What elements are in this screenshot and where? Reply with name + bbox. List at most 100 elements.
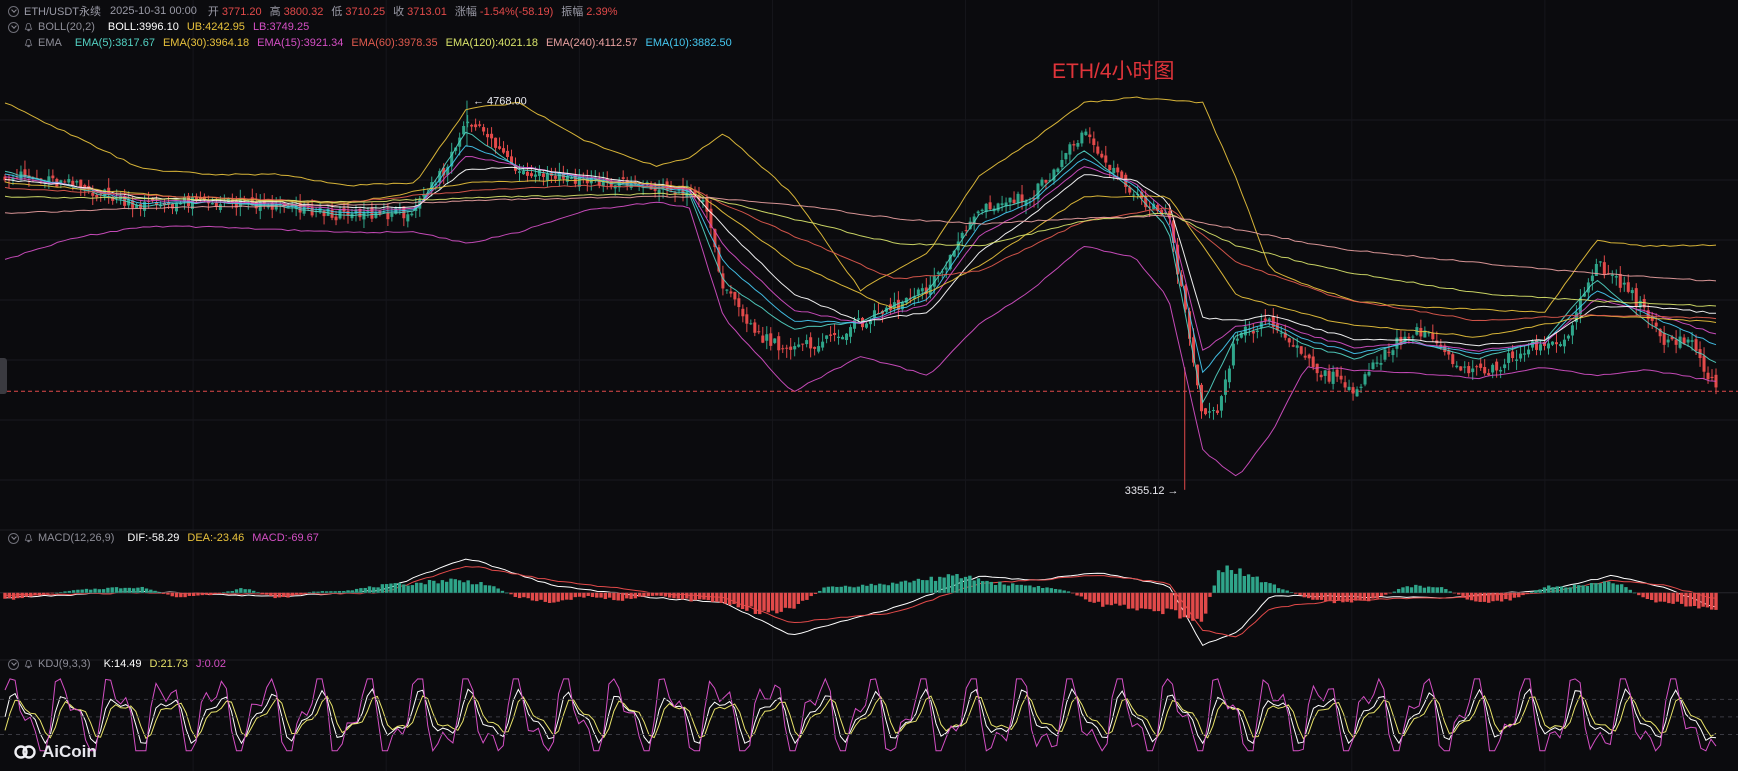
candle-body (988, 202, 992, 210)
macd-bar (149, 589, 153, 593)
candle-body (506, 150, 510, 157)
candle-body (15, 177, 19, 179)
macd-bar (1165, 592, 1169, 609)
macd-bar (655, 592, 659, 596)
bell-icon[interactable] (24, 22, 33, 32)
candle-body (769, 333, 773, 346)
candle-body (1219, 396, 1223, 411)
macd-bar (423, 584, 427, 593)
candle-body (1590, 275, 1594, 282)
candle-body (1706, 372, 1710, 380)
candle-body (1507, 353, 1511, 363)
candle-body (1000, 203, 1004, 206)
macd-bar (191, 592, 196, 596)
chevron-down-icon[interactable] (8, 658, 19, 670)
candle-body (1132, 194, 1136, 196)
candle-body (1527, 349, 1531, 355)
macd-bar (1482, 592, 1487, 602)
macd-bar (80, 589, 84, 593)
macd-bar (466, 580, 470, 593)
macd-bar (200, 592, 204, 596)
macd-bar (1306, 592, 1311, 599)
price-series-line (4, 131, 1717, 404)
macd-bar (1555, 586, 1560, 593)
macd-bar (500, 590, 505, 593)
macd-bar (989, 581, 994, 593)
candle-body (817, 346, 821, 352)
macd-bar (1036, 585, 1041, 593)
candle-body (163, 202, 167, 205)
macd-bar (46, 592, 50, 594)
macd-bar (1478, 592, 1482, 602)
macd-bar (1619, 584, 1624, 593)
macd-bar (140, 586, 144, 593)
candle-body (713, 229, 717, 248)
macd-bar (93, 588, 97, 593)
macd-bar (547, 592, 552, 603)
macd-bar (1105, 592, 1109, 605)
macd-bar (1521, 592, 1525, 596)
chevron-down-icon[interactable] (8, 21, 19, 33)
candle-body (525, 171, 529, 176)
candle-body (1311, 356, 1315, 368)
macd-bar (354, 588, 359, 593)
candle-body (801, 343, 805, 345)
macd-bar (1113, 592, 1118, 604)
candle-body (1156, 204, 1160, 211)
bell-icon[interactable] (24, 533, 33, 543)
candle-body (1570, 325, 1574, 336)
macd-bar (1032, 587, 1036, 593)
macd-bar (740, 592, 745, 610)
chart-title: ETH/4小时图 (1052, 60, 1175, 83)
ohlc-label: 收 (393, 6, 405, 18)
macd-bar (796, 592, 801, 604)
candle-body (537, 170, 541, 176)
macd-bar (264, 592, 269, 595)
chevron-down-icon[interactable] (8, 532, 19, 544)
candle-body (825, 335, 829, 339)
macd-bar (76, 589, 80, 593)
chevron-down-icon[interactable] (8, 5, 19, 17)
macd-bar (1285, 590, 1289, 593)
candle-body (1267, 318, 1271, 322)
macd-bar (1182, 592, 1186, 618)
macd-bar (119, 588, 123, 593)
ohlc-value: 3713.01 (407, 6, 447, 18)
candle-body (1634, 288, 1638, 307)
macd-bar (1272, 584, 1277, 593)
macd-bar (813, 592, 818, 594)
macd-bar (316, 591, 320, 593)
candle-body (1012, 199, 1016, 204)
price-series-line (4, 195, 1717, 282)
macd-bar (7, 592, 11, 599)
candle-body (521, 170, 525, 175)
macd-bar (505, 592, 509, 594)
macd-bar (1414, 584, 1418, 593)
macd-bar (826, 586, 831, 593)
candle-body (490, 133, 494, 139)
kdj-value: D:21.73 (149, 658, 189, 670)
candle-body (370, 208, 374, 219)
macd-bar (1191, 592, 1195, 621)
ema-values: EMA(5):3817.67 EMA(30):3964.18 EMA(15):392… (67, 37, 732, 49)
macd-bar (256, 592, 260, 593)
bell-icon[interactable] (24, 38, 33, 48)
macd-bar (950, 575, 955, 593)
candle-body (1355, 389, 1359, 397)
candle-body (1303, 355, 1307, 358)
bell-icon[interactable] (24, 659, 33, 669)
macd-bar (693, 592, 698, 601)
candle-body (833, 333, 837, 336)
macd-bar (337, 591, 342, 593)
candle-body (1626, 282, 1630, 292)
macd-bar (1461, 592, 1465, 597)
candle-body (1558, 344, 1562, 347)
macd-bar (1143, 592, 1148, 609)
candle-body (83, 184, 87, 189)
candle-body (1367, 371, 1371, 376)
sidebar-toggle-handle[interactable] (0, 358, 7, 394)
macd-bar (372, 587, 376, 593)
macd-bar (903, 580, 908, 593)
candle-body (936, 272, 940, 274)
